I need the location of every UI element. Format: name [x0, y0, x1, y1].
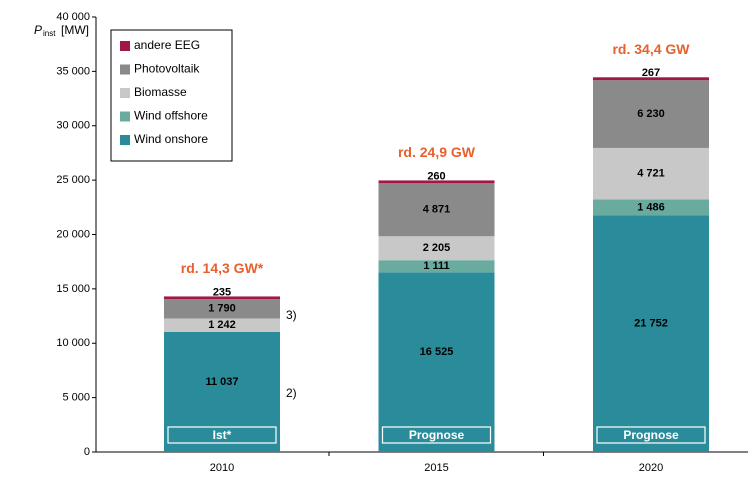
- bar-segment: [593, 77, 709, 81]
- y-axis-label-sub: inst: [43, 29, 56, 38]
- x-tick-label: 2020: [639, 462, 663, 474]
- value-label: 1 111: [423, 260, 449, 272]
- bar-label: Ist*: [213, 428, 232, 442]
- value-label: 4 871: [423, 204, 451, 216]
- legend-label: Biomasse: [134, 85, 187, 99]
- legend-swatch: [120, 64, 130, 75]
- legend-label: Wind offshore: [134, 109, 208, 123]
- bar-segment: [593, 80, 709, 148]
- y-tick-label: 0: [84, 446, 90, 458]
- y-tick-label: 20 000: [56, 228, 90, 240]
- y-tick-label: 10 000: [56, 337, 90, 349]
- bar-segment: [593, 215, 709, 452]
- y-axis-label-unit: [MW]: [61, 23, 89, 37]
- value-label: 6 230: [637, 108, 665, 120]
- bar-segment: [164, 331, 280, 452]
- value-label: 11 037: [205, 376, 238, 388]
- y-tick-label: 40 000: [56, 11, 90, 23]
- value-label: 4 721: [637, 168, 665, 180]
- value-label: 2 205: [423, 242, 451, 254]
- total-label: rd. 14,3 GW*: [181, 260, 264, 276]
- y-tick-label: 5 000: [62, 392, 90, 404]
- y-axis-label: P: [34, 23, 42, 37]
- value-label: 1 242: [208, 319, 236, 331]
- value-label: 1 790: [208, 303, 236, 315]
- y-tick-label: 15 000: [56, 283, 90, 295]
- y-tick-label: 30 000: [56, 120, 90, 132]
- bar-label: Prognose: [409, 428, 465, 442]
- bar-label-box: [596, 426, 706, 444]
- bar-segment: [378, 272, 495, 452]
- footnote: 3): [286, 308, 297, 322]
- bar-segment: [164, 296, 280, 299]
- footnote: 2): [286, 386, 297, 400]
- value-label: 1 486: [637, 201, 665, 213]
- bar-segment: [378, 236, 495, 261]
- value-label: 260: [427, 170, 445, 182]
- bar-segment: [378, 260, 495, 273]
- value-label: 267: [642, 67, 660, 79]
- legend-label: Wind onshore: [134, 132, 208, 146]
- x-tick-label: 2015: [424, 462, 448, 474]
- bar-segment: [378, 180, 495, 184]
- bar-label-box: [167, 426, 277, 444]
- legend-swatch: [120, 88, 130, 98]
- bar-label: Prognose: [623, 428, 679, 442]
- total-label: rd. 34,4 GW: [612, 41, 690, 57]
- y-tick-label: 25 000: [56, 174, 90, 186]
- bar-segment: [164, 318, 280, 332]
- bar-label-box: [381, 426, 492, 444]
- legend-box: [110, 29, 233, 162]
- bar-segment: [378, 183, 495, 237]
- x-tick-label: 2010: [210, 462, 234, 474]
- bar-segment: [164, 298, 280, 319]
- legend-label: Photovoltaik: [134, 62, 200, 76]
- value-label: 235: [213, 286, 231, 298]
- legend-swatch: [120, 111, 130, 122]
- legend-swatch: [120, 135, 130, 145]
- value-label: 16 525: [420, 346, 454, 358]
- bar-segment: [593, 147, 709, 200]
- y-tick-label: 35 000: [56, 65, 90, 77]
- legend-swatch: [120, 41, 130, 51]
- total-label: rd. 24,9 GW: [398, 144, 476, 160]
- bar-segment: [593, 199, 709, 216]
- value-label: 21 752: [634, 318, 668, 330]
- legend-label: andere EEG: [134, 38, 200, 52]
